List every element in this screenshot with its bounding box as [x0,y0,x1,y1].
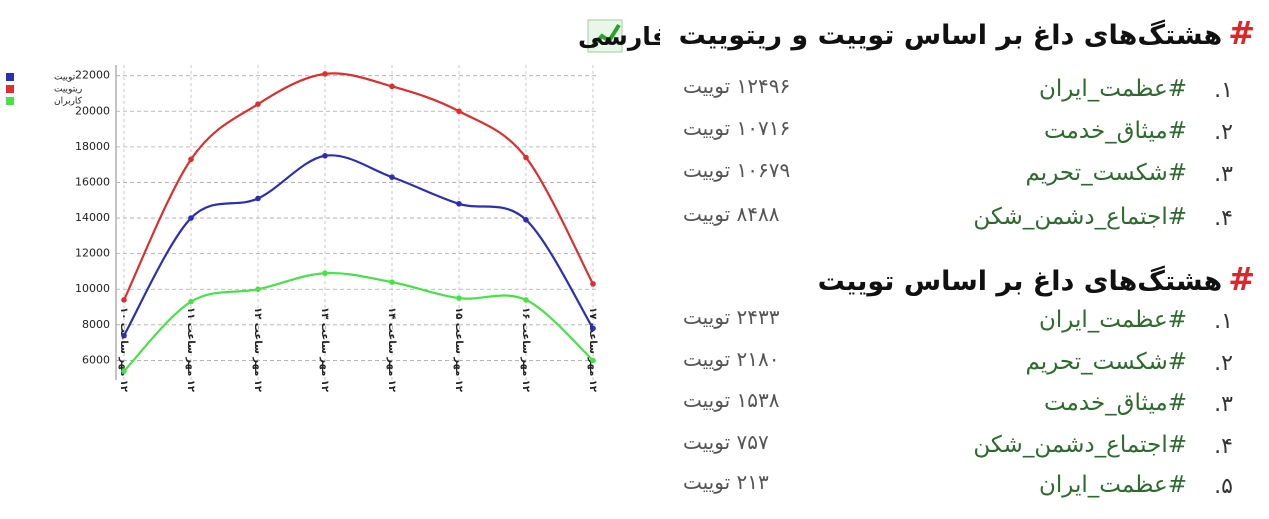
data-point [121,297,127,303]
data-point [590,357,596,364]
legend-label: توییت [54,73,76,83]
item-number: ۵. [1214,474,1233,499]
x-tick-label: ۱۲ مهر ساعت ۱۴ [386,307,397,392]
item-number: ۳. [1214,392,1233,417]
hashtag: #عظمت_ایران [1038,472,1187,498]
x-tick-label: ۱۲ مهر ساعت ۱۷ [587,307,598,392]
item-number: ۲. [1214,351,1233,376]
data-point [255,286,261,293]
data-point [389,279,395,285]
tweet-count: ۱۵۳۸ توییت [683,388,780,412]
data-point [456,108,462,115]
data-point [322,152,328,159]
x-tick-label: ۱۲ مهر ساعت ۱۵ [453,307,464,392]
tweet-count: ۷۵۷ توییت [683,430,769,454]
item-number: ۲. [1214,120,1233,145]
tweet-count: ۱۰۶۷۹ توییت [683,158,791,182]
item-number: ۴. [1214,206,1233,231]
heading-text: هشتگ‌های داغ بر اساس توییت و ریتوییت [678,20,1223,51]
tweet-count: ۲۴۳۳ توییت [683,305,780,329]
data-point [322,71,328,77]
hashtag: #میثاق_خدمت [1043,118,1187,144]
data-point [188,156,194,163]
heading-icon: # [1228,14,1255,52]
chart-icon [587,19,623,53]
y-tick-label: 8000 [82,318,110,331]
heading-icon: # [1228,260,1255,298]
hashtag: #شکست_تحریم [1025,349,1188,375]
list-heading: #هشتگ‌های داغ بر اساس توییت و ریتوییت [679,14,1255,52]
item-number: ۴. [1214,434,1233,459]
hashtag: #عظمت_ایران [1038,76,1187,102]
data-point [121,368,127,374]
y-tick-label: 18000 [75,140,110,153]
legend-swatch [6,85,14,93]
legend-label: کاربران [54,97,83,107]
data-point [121,332,127,339]
data-point [523,154,529,161]
x-tick-label: ۱۲ مهر ساعت ۱۱ [185,307,196,392]
tweet-count: ۱۰۷۱۶ توییت [683,116,791,140]
y-tick-label: 10000 [75,282,110,295]
item-number: ۳. [1214,162,1233,187]
list-heading: #هشتگ‌های داغ بر اساس توییت [818,260,1255,298]
x-tick-label: ۱۲ مهر ساعت ۱۶ [520,307,531,392]
series-line [123,72,594,301]
heading-text: هشتگ‌های داغ بر اساس توییت [817,266,1223,297]
tweet-count: ۲۱۳ توییت [683,470,769,494]
x-tick-label: ۱۲ مهر ساعت ۱۳ [319,307,330,392]
data-point [255,195,261,202]
data-point [255,101,261,107]
item-number: ۱. [1214,309,1233,334]
data-point [188,215,194,221]
data-point [389,83,395,90]
y-tick-label: 6000 [82,353,110,366]
legend-label: ریتوییت [54,85,82,95]
data-point [322,270,328,277]
hashtag: #اجتماع_دشمن_شکن [973,432,1187,458]
y-tick-label: 16000 [75,175,110,188]
data-point [590,281,596,287]
y-tick-label: 22000 [75,69,110,82]
y-tick-label: 12000 [75,247,110,260]
data-point [590,325,596,332]
data-point [456,295,462,301]
hashtag: #عظمت_ایران [1038,307,1187,333]
legend-swatch [6,97,14,105]
tweet-count: ۸۴۸۸ توییت [683,202,780,226]
hashtag: #میثاق_خدمت [1043,390,1187,416]
y-tick-label: 20000 [75,104,110,117]
item-number: ۱. [1214,78,1233,103]
hashtag: #شکست_تحریم [1025,160,1188,186]
legend-swatch [6,73,14,81]
x-tick-label: ۱۲ مهر ساعت ۱۰ [118,307,129,392]
hashtag: #اجتماع_دشمن_شکن [973,204,1187,230]
data-point [456,201,462,207]
y-tick-label: 14000 [75,211,110,224]
tweet-count: ۱۲۴۹۶ توییت [683,74,791,98]
tweet-count: ۲۱۸۰ توییت [683,347,780,371]
data-point [523,297,529,303]
data-point [389,174,395,180]
data-point [523,217,529,223]
x-tick-label: ۱۲ مهر ساعت ۱۲ [252,307,263,392]
data-point [188,298,194,305]
